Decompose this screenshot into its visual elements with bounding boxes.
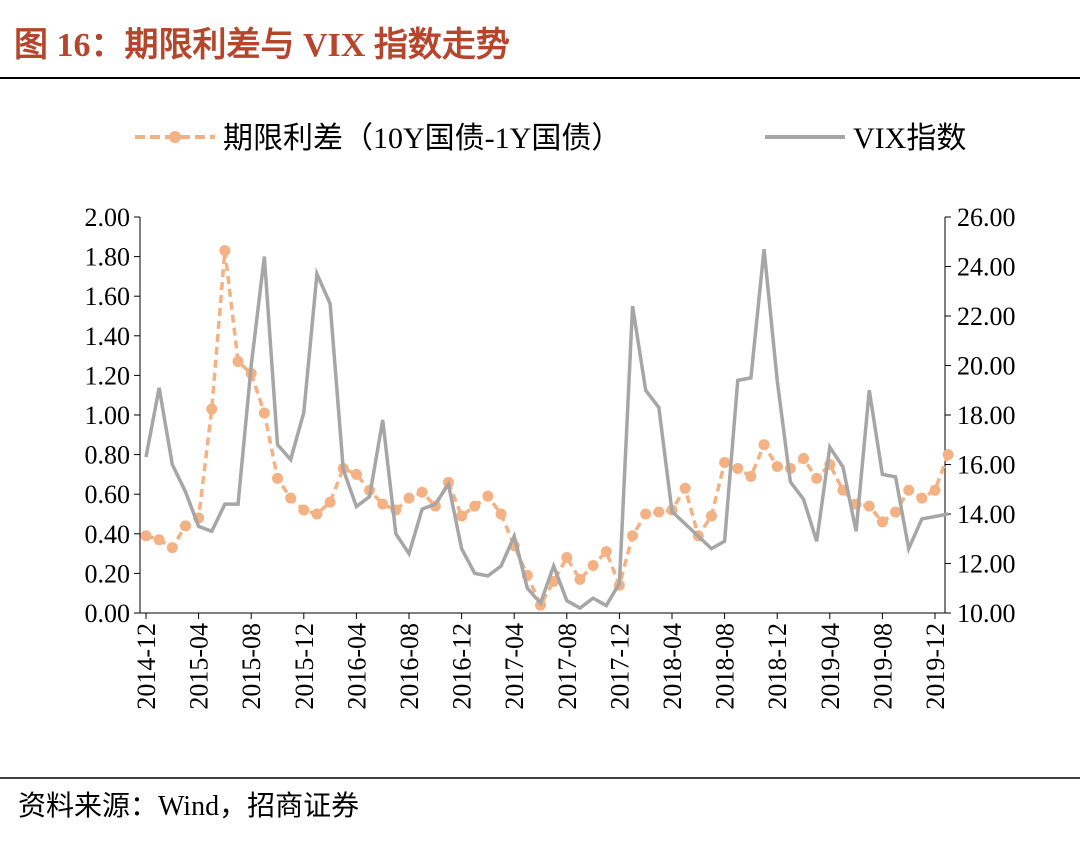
point <box>482 490 494 502</box>
point <box>916 492 928 504</box>
point <box>377 498 389 510</box>
point <box>719 457 731 469</box>
point <box>232 356 244 368</box>
point <box>811 472 823 484</box>
x-tick-label: 2018-08 <box>711 623 740 710</box>
point <box>771 460 783 472</box>
point <box>403 492 415 504</box>
x-tick-label: 2015-12 <box>290 623 319 710</box>
y-tick-label: 0.00 <box>85 599 131 628</box>
y-tick-label: 1.20 <box>85 361 131 390</box>
x-tick-label: 2017-04 <box>500 623 529 710</box>
point <box>298 504 310 516</box>
chart-title: 图 16：期限利差与 VIX 指数走势 <box>14 26 510 64</box>
legend-label: VIX指数 <box>853 122 966 155</box>
point <box>219 245 231 257</box>
x-tick-label: 2019-08 <box>868 623 897 710</box>
y2-tick-label: 10.00 <box>957 599 1016 628</box>
x-tick-label: 2016-12 <box>448 623 477 710</box>
point <box>258 407 270 419</box>
point <box>456 510 468 522</box>
point <box>561 552 573 564</box>
y-tick-label: 1.40 <box>85 322 131 351</box>
point <box>745 470 757 482</box>
x-tick-label: 2019-12 <box>921 623 950 710</box>
x-tick-label: 2017-08 <box>553 623 582 710</box>
series-line <box>144 248 949 611</box>
x-tick-label: 2018-04 <box>658 623 687 710</box>
point <box>758 439 770 451</box>
y2-tick-label: 14.00 <box>957 500 1016 529</box>
y2-tick-label: 12.00 <box>957 550 1016 579</box>
y-tick-label: 0.40 <box>85 520 131 549</box>
x-tick-label: 2016-04 <box>342 623 371 710</box>
point <box>903 484 915 496</box>
point <box>416 486 428 498</box>
y-tick-label: 0.60 <box>85 480 131 509</box>
point <box>311 508 323 520</box>
point <box>942 449 954 461</box>
y-tick-label: 1.00 <box>85 401 131 430</box>
y-tick-label: 2.00 <box>85 203 131 232</box>
point <box>653 506 665 518</box>
x-tick-label: 2015-04 <box>185 623 214 710</box>
point <box>495 508 507 520</box>
y2-tick-label: 18.00 <box>957 401 1016 430</box>
point <box>350 468 362 480</box>
point <box>469 500 481 512</box>
point <box>929 484 941 496</box>
point <box>179 520 191 532</box>
point <box>272 472 283 484</box>
point <box>285 492 297 504</box>
point <box>732 462 744 474</box>
y2-tick-label: 22.00 <box>957 302 1016 331</box>
point <box>679 482 691 494</box>
x-tick-label: 2016-08 <box>395 623 424 710</box>
point <box>140 530 152 542</box>
source-note: 资料来源：Wind，招商证券 <box>18 790 359 822</box>
x-tick-label: 2015-08 <box>237 623 266 710</box>
y-tick-label: 1.60 <box>85 282 131 311</box>
y2-tick-label: 26.00 <box>957 203 1016 232</box>
x-tick-label: 2018-12 <box>763 623 792 710</box>
point <box>206 403 218 415</box>
x-tick-label: 2014-12 <box>132 623 161 710</box>
point <box>627 530 639 542</box>
point <box>153 534 165 546</box>
point <box>863 500 875 512</box>
point <box>574 573 586 585</box>
y-tick-label: 0.80 <box>85 441 131 470</box>
y2-tick-label: 20.00 <box>957 352 1016 381</box>
x-tick-label: 2019-04 <box>816 623 845 710</box>
point <box>798 453 809 465</box>
point <box>876 516 888 528</box>
point <box>705 510 717 522</box>
legend-marker <box>169 131 181 143</box>
point <box>600 546 612 558</box>
y2-tick-label: 24.00 <box>957 253 1016 282</box>
point <box>166 542 178 554</box>
y-tick-label: 1.80 <box>85 243 131 272</box>
x-tick-label: 2017-12 <box>605 623 634 710</box>
point <box>640 508 652 520</box>
legend-label: 期限利差（10Y国债-1Y国债） <box>223 122 621 155</box>
y2-tick-label: 16.00 <box>957 451 1016 480</box>
point <box>587 559 599 571</box>
y-tick-label: 0.20 <box>85 559 131 588</box>
point <box>324 496 336 508</box>
point <box>890 506 902 518</box>
